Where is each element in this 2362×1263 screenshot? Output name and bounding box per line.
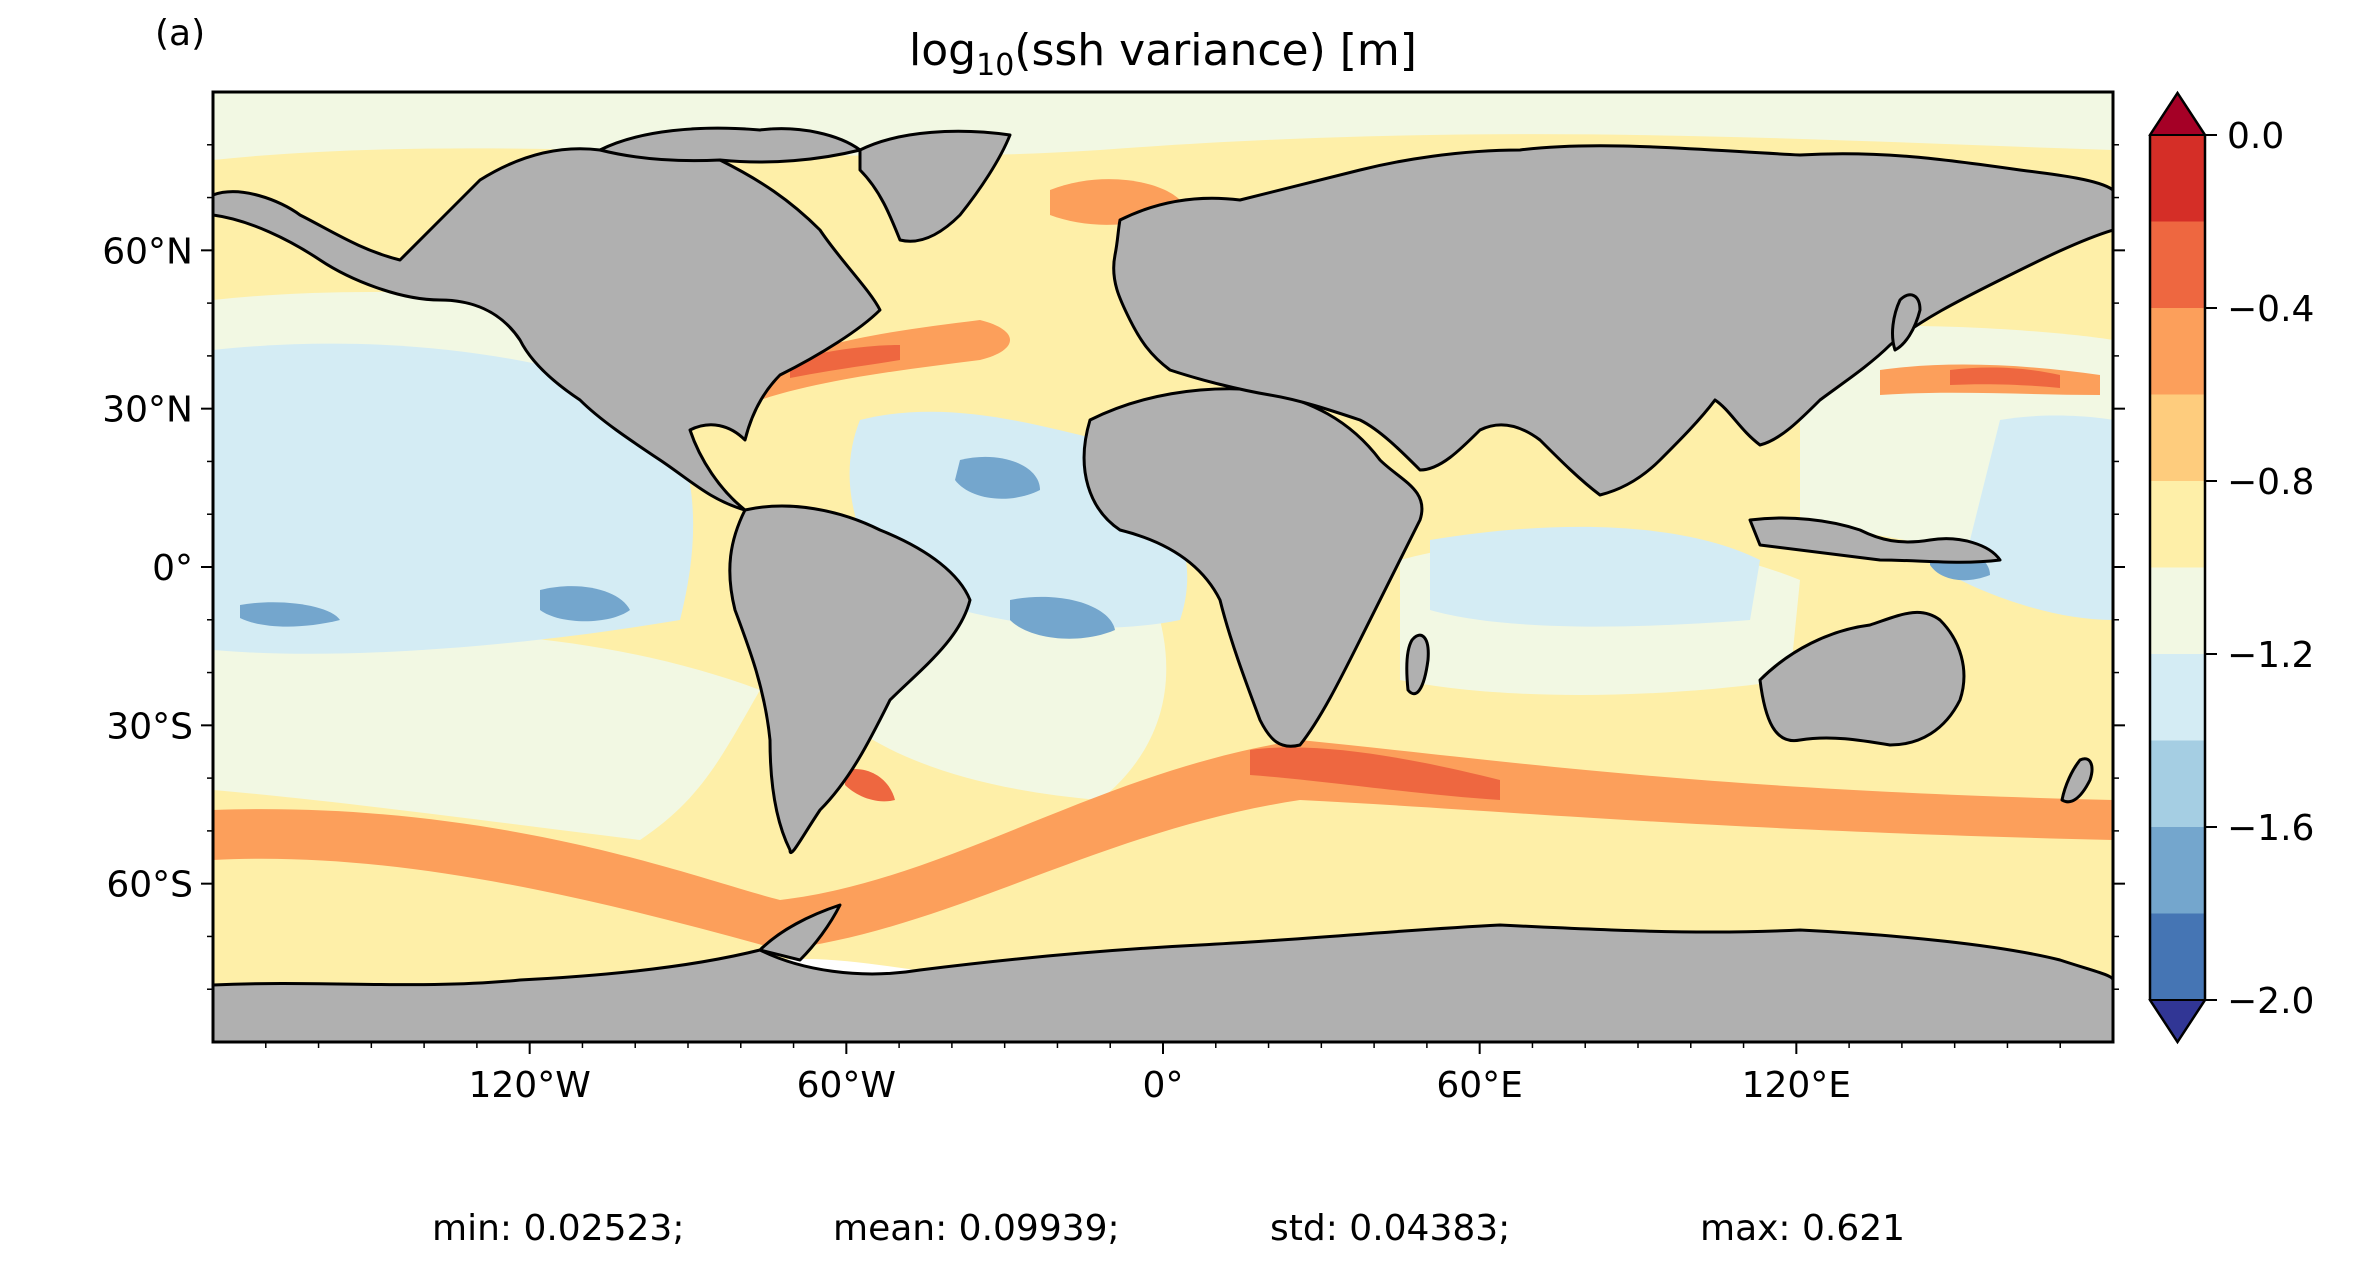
field-blue-patch-4	[240, 602, 340, 627]
colorbar: 0.0 −0.4 −0.8 −1.2 −1.6 −2.0	[2148, 90, 2314, 1045]
lat-tick-label: 0°	[152, 548, 193, 589]
field-red-kuroshio	[1950, 367, 2060, 388]
field-lightblue-pacific	[213, 343, 694, 654]
land-antarctica	[213, 923, 2113, 1042]
field-red-brazil-malvinas	[845, 769, 895, 802]
field-lightblue-indian	[1430, 526, 1760, 627]
colorbar-tick-label: −1.2	[2227, 635, 2314, 676]
field-blue-patch-1	[540, 586, 630, 622]
colorbar-tick-label: −0.8	[2227, 462, 2314, 503]
land-masses	[213, 126, 2113, 1042]
land-eurasia	[1112, 144, 2113, 497]
land-north-america	[213, 143, 882, 512]
colorbar-segment	[2150, 481, 2205, 568]
land-south-america	[728, 504, 972, 854]
field-red-agulhas	[1250, 747, 1500, 800]
field-red-gulf-stream	[790, 345, 900, 378]
stat-std: std: 0.04383;	[1270, 1208, 1510, 1249]
colorbar-tick-label: −1.6	[2227, 808, 2314, 849]
colorbar-tick-label: −0.4	[2227, 289, 2314, 330]
stat-max: max: 0.621	[1700, 1208, 1905, 1249]
land-japan	[1891, 293, 1922, 352]
stat-min: min: 0.02523;	[432, 1208, 684, 1249]
land-new-zealand	[2060, 757, 2094, 804]
lon-tick-label: 60°W	[797, 1065, 896, 1106]
land-madagascar	[1405, 633, 1430, 696]
colorbar-tick-label: 0.0	[2227, 116, 2284, 157]
lat-tick-label: 30°S	[106, 706, 193, 747]
land-greenland	[858, 129, 1012, 243]
colorbar-under-arrow	[2148, 999, 2207, 1044]
land-antarctic-peninsula	[758, 903, 842, 962]
lat-tick-label: 30°N	[102, 390, 193, 431]
lat-tick-label: 60°S	[106, 865, 193, 906]
lon-tick-label: 120°W	[469, 1065, 591, 1106]
colorbar-segment	[2150, 394, 2205, 481]
stat-mean: mean: 0.09939;	[833, 1208, 1120, 1249]
colorbar-segment	[2150, 221, 2205, 308]
field-pale-south-pacific	[213, 630, 760, 840]
panel-label: (a)	[155, 13, 205, 54]
colorbar-segment	[2150, 308, 2205, 395]
field-lightblue-west-pacific	[1960, 415, 2113, 620]
latitude-axis: 60°N 30°N 0° 30°S 60°S	[102, 144, 2125, 990]
map-area	[213, 92, 2113, 1042]
lon-tick-label: 120°E	[1742, 1065, 1851, 1106]
colorbar-tick-label: −2.0	[2227, 981, 2314, 1022]
lon-tick-label: 60°E	[1436, 1065, 1523, 1106]
colorbar-over-arrow	[2148, 91, 2207, 136]
map-title: log10(ssh variance) [m]	[909, 25, 1417, 83]
land-arctic-islands	[598, 126, 862, 164]
colorbar-segment	[2150, 567, 2205, 654]
land-australia	[1758, 610, 1966, 747]
field-orange-acc	[213, 740, 2113, 950]
colorbar-segment	[2150, 135, 2205, 222]
field-blue-patch-3	[1010, 596, 1115, 639]
colorbar-segment	[2150, 913, 2205, 1000]
land-indonesia	[1748, 516, 2002, 564]
colorbar-segment	[2150, 740, 2205, 827]
field-blue-patch-2	[955, 456, 1040, 499]
longitude-axis: 120°W 60°W 0° 60°E 120°E	[265, 1042, 2061, 1106]
lat-tick-label: 60°N	[102, 231, 193, 272]
lon-tick-label: 0°	[1143, 1065, 1184, 1106]
colorbar-segment	[2150, 654, 2205, 741]
colorbar-segment	[2150, 827, 2205, 914]
